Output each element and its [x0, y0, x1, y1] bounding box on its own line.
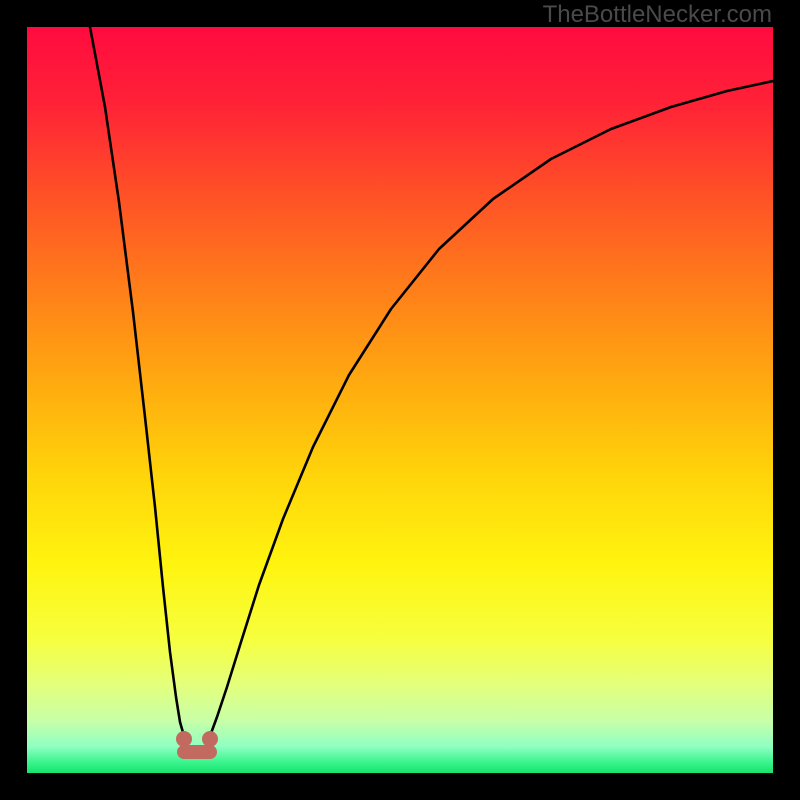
watermark-text: TheBottleNecker.com	[543, 1, 772, 29]
curve-right-branch	[210, 81, 773, 736]
valley-marker-left	[176, 731, 192, 747]
curve-left-branch	[90, 27, 184, 736]
valley-marker-right	[202, 731, 218, 747]
plot-area	[27, 27, 773, 773]
bottleneck-curve	[27, 27, 773, 773]
